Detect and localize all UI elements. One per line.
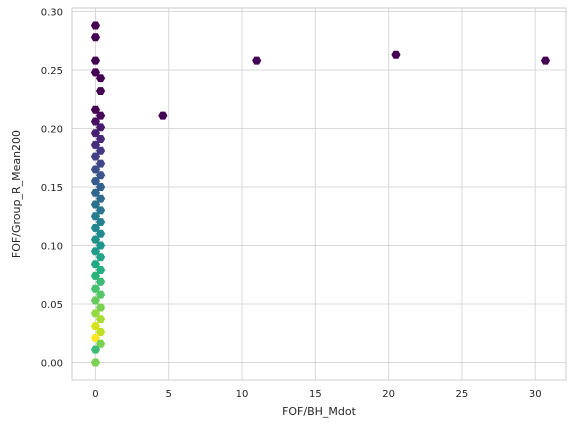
hexbin-cell	[95, 183, 106, 191]
hexbin-cell	[90, 271, 101, 280]
hexbin-cell	[90, 212, 101, 221]
hexbin-cell	[90, 200, 101, 209]
y-tick-label: 0.05	[41, 300, 63, 311]
hexbin-cell	[90, 358, 101, 367]
x-tick-label: 25	[456, 389, 469, 400]
hexbin-cell	[90, 56, 101, 65]
hexbin-cell	[95, 290, 106, 299]
x-tick-label: 0	[92, 389, 98, 400]
y-tick-label: 0.15	[41, 183, 63, 194]
hexbin-cell	[95, 266, 106, 275]
hexbin-cell	[391, 50, 401, 59]
hexbin-cell	[90, 165, 101, 174]
hexbin-cell	[90, 117, 101, 126]
hexbin-cell	[158, 111, 168, 120]
hexbin-cell	[90, 68, 101, 77]
hexbin-cell	[95, 253, 106, 262]
hexbin-cell	[95, 339, 106, 348]
hexbin-cell	[540, 56, 551, 65]
y-tick-label: 0.25	[41, 66, 63, 77]
hexbin-cell	[90, 247, 101, 256]
hexbin-cell	[90, 333, 101, 342]
hexbin-cell	[90, 309, 101, 318]
hexbin-cell	[252, 56, 262, 65]
hexbin-cell	[95, 74, 106, 83]
hexbin-cell	[95, 328, 106, 337]
grid	[72, 8, 566, 380]
hexbin-cells	[90, 21, 551, 367]
hexbin-cell	[90, 322, 101, 331]
tick-labels: 0 5 10 15 20 25 30 0.00 0.05 0.10 0.15 0.20 0.25 0.30	[41, 8, 542, 400]
hexbin-cell	[95, 229, 106, 238]
hexbin-cell	[90, 21, 101, 30]
y-tick-label: 0.20	[41, 124, 63, 135]
hexbin-cell	[95, 303, 106, 312]
hexbin-cell	[90, 152, 101, 161]
hexbin-cell	[95, 194, 106, 203]
hexbin-cell	[95, 241, 106, 250]
hexbin-cell	[95, 146, 106, 155]
plot-frame	[71, 7, 567, 381]
hexbin-cell	[90, 235, 101, 244]
hexbin-cell	[90, 284, 101, 293]
hexbin-cell	[95, 171, 106, 180]
hexbin-cell	[90, 105, 101, 114]
x-tick-label: 10	[236, 389, 249, 400]
hexbin-cell	[90, 260, 101, 269]
hexbin-cell	[90, 129, 101, 138]
y-tick-label: 0.30	[41, 8, 63, 19]
hexbin-cell	[95, 135, 106, 143]
x-tick-label: 5	[166, 389, 172, 400]
hexbin-cell	[95, 315, 106, 324]
x-axis-label: FOF/BH_Mdot	[282, 405, 357, 418]
y-tick-label: 0.10	[41, 241, 63, 252]
hexbin-cell	[95, 277, 106, 286]
x-tick-label: 20	[382, 389, 395, 400]
y-axis-label: FOF/Group_R_Mean200	[10, 130, 23, 258]
hexbin-cell	[90, 188, 101, 197]
hexbin-cell	[90, 296, 101, 305]
y-tick-label: 0.00	[41, 358, 63, 369]
hexbin-cell	[95, 87, 106, 96]
hexbin-cell	[95, 206, 106, 215]
hexbin-cell	[95, 123, 106, 132]
hexbin-cell	[95, 111, 106, 120]
hexbin-cell	[95, 159, 106, 168]
x-tick-label: 30	[529, 389, 542, 400]
x-tick-label: 15	[309, 389, 322, 400]
hexbin-cell	[90, 140, 101, 149]
hexbin-cell	[90, 177, 101, 186]
hexbin-cell	[90, 223, 101, 232]
hexbin-cell	[95, 218, 106, 227]
hexbin-cell	[90, 345, 101, 354]
hexbin-cell	[90, 33, 101, 42]
